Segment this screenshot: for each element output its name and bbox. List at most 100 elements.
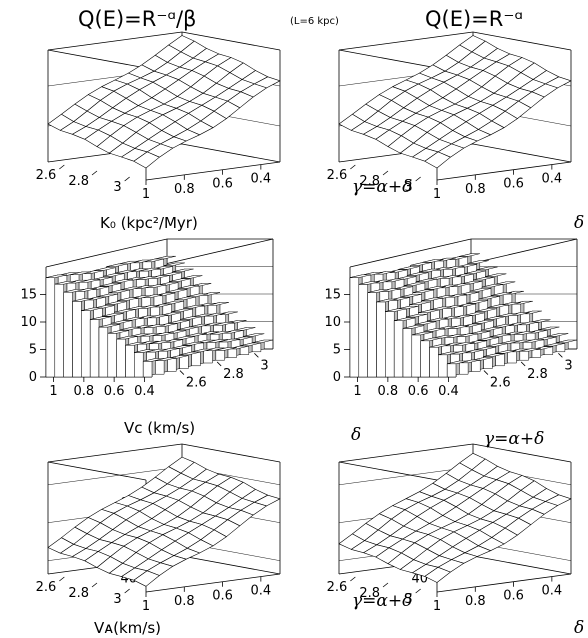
y-tick-mark — [558, 353, 563, 358]
bar-top — [473, 276, 495, 281]
bar-top — [174, 296, 196, 301]
x-tick-label: 0.6 — [503, 589, 524, 604]
x-tick-label: 0.6 — [104, 384, 125, 399]
bar-top — [114, 309, 136, 313]
box-edge — [181, 31, 281, 51]
bar — [215, 347, 237, 361]
box-edge — [338, 31, 474, 51]
y-tick-label: 2.6 — [186, 376, 207, 391]
bar-top — [45, 274, 67, 278]
x-tick-label: 0.4 — [542, 584, 563, 599]
surface-cell — [424, 566, 451, 583]
bar-top — [416, 278, 438, 283]
bar-top — [472, 320, 494, 324]
bar-top — [210, 331, 232, 335]
bar-front — [367, 292, 377, 378]
bar-top — [119, 326, 141, 331]
x-tick-label: 0.6 — [503, 177, 524, 192]
bar-top — [173, 336, 195, 340]
x-tick-label: 0.8 — [174, 594, 195, 609]
y-tick-label: 3 — [113, 180, 121, 195]
bar-top — [186, 293, 208, 297]
bar-front — [54, 283, 64, 378]
bar — [446, 360, 469, 378]
y-tick-mark — [216, 361, 222, 367]
box-edge — [338, 443, 474, 463]
bar — [495, 350, 517, 367]
y-axis-label: δ — [574, 618, 584, 638]
bar-top — [469, 288, 492, 292]
bar-top — [486, 343, 508, 347]
bar-top — [484, 316, 506, 320]
x-tick-label: 0.8 — [378, 384, 399, 399]
surface-cell — [424, 151, 451, 169]
bar-top — [478, 295, 500, 300]
box-edge — [472, 143, 572, 163]
y-tick-label: 2.8 — [527, 367, 548, 382]
x-tick-label: 0.8 — [74, 384, 95, 399]
bar-top — [481, 327, 503, 331]
bar-top — [169, 278, 191, 282]
bar-top — [215, 347, 237, 351]
z-tick-label: 10 — [20, 315, 37, 330]
y-axis-label: δ — [574, 213, 584, 233]
bar-top — [410, 262, 432, 266]
y-tick-label: 2.8 — [68, 586, 89, 601]
box-edge — [338, 49, 438, 69]
bar-top — [179, 351, 201, 356]
bar-top — [464, 270, 486, 274]
y-tick-mark — [59, 164, 65, 170]
y-tick-label: 2.6 — [36, 580, 57, 595]
x-axis-label: δ — [351, 425, 361, 445]
y-tick-label: 2.8 — [359, 174, 380, 189]
bar-top — [180, 316, 202, 320]
x-tick-label: 0.4 — [438, 384, 459, 399]
bar-top — [63, 289, 85, 293]
bar-top — [218, 338, 241, 343]
bar-top — [547, 333, 569, 337]
chart-panel-p4: 0 5 10 15 1 0.8 0.6 0.4 2.6 2.8 3 δ γ=α+δ — [324, 238, 578, 449]
bar-top — [403, 282, 425, 286]
bar-top — [168, 320, 190, 324]
bar-top — [411, 331, 433, 336]
z-tick-label: 0 — [333, 370, 341, 385]
bar-top — [489, 333, 511, 338]
chart-panel-p3: 0 5 10 15 1 0.8 0.6 0.4 2.6 2.8 3 Vᴄ (km/s) — [20, 238, 274, 437]
box-edge — [45, 238, 168, 268]
box-edge — [472, 443, 572, 463]
box-edge — [181, 443, 281, 463]
bar-top — [419, 268, 441, 273]
bar-top — [409, 301, 431, 305]
x-tick-label: 1 — [353, 384, 361, 399]
bar-top — [427, 317, 449, 322]
bar-top — [423, 328, 445, 332]
bar-front — [81, 310, 91, 378]
y-tick-label: 2.6 — [327, 168, 348, 183]
x-tick-label: 0.4 — [251, 584, 272, 599]
bar-top — [447, 360, 469, 365]
bar — [483, 353, 505, 369]
bar-top — [117, 297, 139, 301]
bar-front — [167, 358, 177, 372]
bar-front — [402, 328, 413, 378]
x-tick-label: 0.8 — [465, 594, 486, 609]
bar-top — [111, 320, 133, 324]
x-tick-label: 0.4 — [251, 172, 272, 187]
bar-front — [507, 351, 517, 364]
x-tick-label: 0.6 — [408, 384, 429, 399]
bar-top — [90, 316, 112, 320]
x-tick-label: 0.6 — [212, 177, 233, 192]
y-tick-label: 2.8 — [68, 174, 89, 189]
y-tick-label: 2.6 — [36, 168, 57, 183]
x-tick-label: 1 — [433, 599, 441, 614]
bar-top — [487, 304, 509, 308]
bar-top — [458, 253, 480, 257]
bar-top — [400, 293, 422, 298]
bar-top — [149, 340, 171, 344]
bar-front — [420, 340, 430, 378]
bar-top — [412, 289, 434, 293]
bar-top — [106, 263, 128, 267]
bar — [251, 339, 274, 353]
bar-front — [227, 348, 237, 358]
z-tick-label: 10 — [324, 315, 341, 330]
